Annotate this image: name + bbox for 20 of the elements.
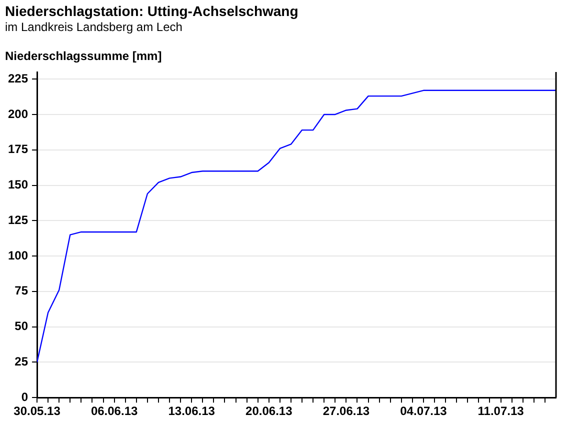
y-tick-label: 100	[8, 248, 28, 262]
x-tick-label: 06.06.13	[90, 404, 138, 418]
x-tick-label: 20.06.13	[246, 404, 293, 418]
y-tick-label: 225	[8, 71, 28, 86]
chart-subtitle: im Landkreis Landsberg am Lech	[5, 20, 182, 34]
y-tick-label: 200	[8, 106, 28, 121]
x-tick-label: 11.07.13	[478, 404, 524, 418]
chart-title: Niederschlagstation: Utting-Achselschwang	[5, 3, 298, 19]
y-tick-label: 75	[14, 284, 28, 298]
y-tick-label: 125	[8, 212, 28, 227]
x-tick-label: 30.05.13	[14, 404, 61, 418]
y-tick-label: 175	[8, 142, 28, 156]
y-tick-label: 25	[14, 354, 28, 369]
y-axis-title: Niederschlagssumme [mm]	[5, 49, 162, 63]
y-tick-label: 150	[8, 178, 28, 192]
y-tick-label: 50	[14, 319, 28, 334]
x-tick-label: 27.06.13	[322, 404, 370, 418]
y-tick-label: 0	[21, 390, 28, 404]
x-tick-label: 13.06.13	[168, 404, 216, 418]
x-tick-label: 04.07.13	[400, 404, 448, 418]
